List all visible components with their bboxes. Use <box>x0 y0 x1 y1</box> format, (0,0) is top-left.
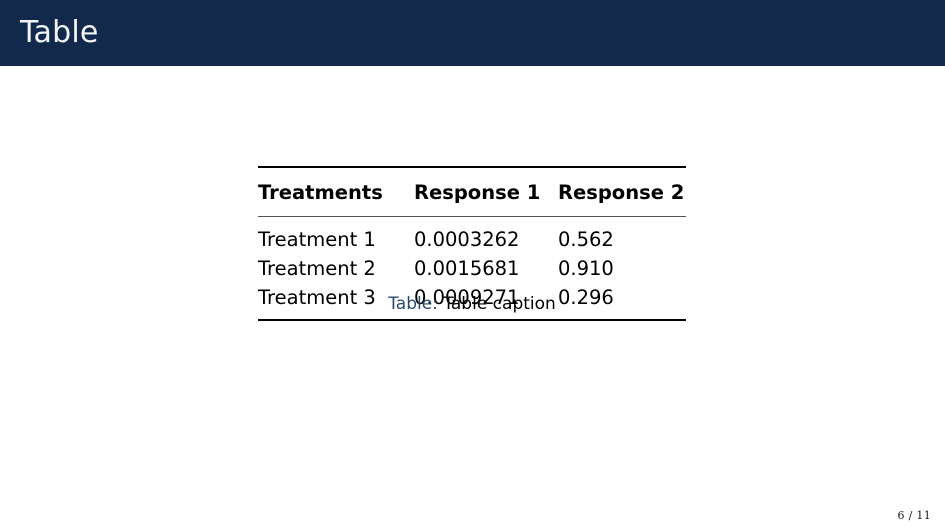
table-rule-bottom <box>558 319 686 350</box>
table-header-spacer <box>414 205 558 217</box>
table-cell-response-2: 0.910 <box>558 256 614 280</box>
table-cell-treatment: Treatment 2 <box>258 256 376 280</box>
table-cell-response-1: 0.0009271 <box>414 285 520 309</box>
table-caption-text: Table caption <box>443 294 556 314</box>
table-rule-top <box>258 166 414 181</box>
table-header-row: Treatments Response 1 Response 2 <box>258 181 686 205</box>
table-header-spacer <box>258 205 414 217</box>
column-header-treatments: Treatments <box>258 181 383 205</box>
table-cell-treatment: Treatment 3 <box>258 285 376 309</box>
column-header-response-2: Response 2 <box>558 181 685 205</box>
data-table: Treatments Response 1 Response 2 Treatme… <box>258 166 686 350</box>
table-row: Treatment 3 0.0009271 0.296 <box>258 283 686 320</box>
table-rule-top <box>414 166 558 181</box>
table-header-spacer <box>558 205 686 217</box>
table-row: Treatment 1 0.0003262 0.562 <box>258 216 686 254</box>
table-cell-response-1: 0.0003262 <box>414 216 558 254</box>
table-caption: Table: Table caption <box>258 294 686 314</box>
table-header-spacer-row <box>258 205 686 217</box>
table-cell-response-2: 0.296 <box>558 285 614 309</box>
table-header: Treatments Response 1 Response 2 <box>258 166 686 217</box>
page-title: Table <box>20 15 99 50</box>
table-rule-bottom <box>414 319 558 350</box>
table-row: Treatment 2 0.0015681 0.910 <box>258 254 686 283</box>
slide-title-bar: Table <box>0 0 945 66</box>
table-body: Treatment 1 0.0003262 0.562 Treatment 2 … <box>258 216 686 350</box>
column-header-response-1: Response 1 <box>414 181 541 205</box>
table-rule-top-row <box>258 166 686 181</box>
table-rule-bottom <box>258 319 414 350</box>
table-cell-response-1: 0.0015681 <box>414 256 520 280</box>
table-cell-response-2: 0.562 <box>558 216 686 254</box>
slide-content-area: Treatments Response 1 Response 2 Treatme… <box>0 66 945 532</box>
table-cell-treatment: Treatment 1 <box>258 216 414 254</box>
table-block: Treatments Response 1 Response 2 Treatme… <box>258 166 686 350</box>
table-rule-bottom-row <box>258 319 686 350</box>
page-number: 6 / 11 <box>897 509 931 522</box>
table-caption-label: Table: <box>388 294 438 314</box>
table-rule-top <box>558 166 686 181</box>
